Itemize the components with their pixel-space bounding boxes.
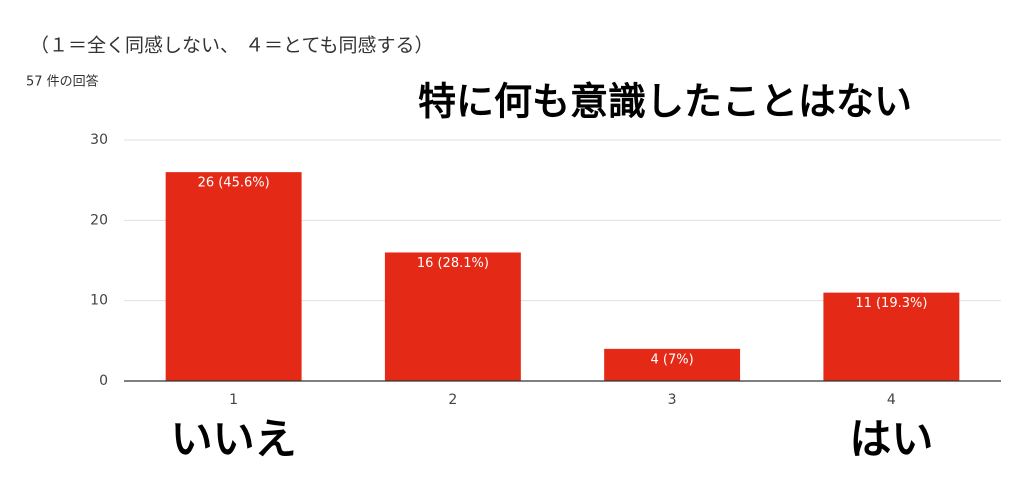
annotation: はい bbox=[849, 415, 933, 464]
value-label: 11 (19.3%) bbox=[855, 296, 927, 311]
x-tick-label: 3 bbox=[668, 392, 677, 408]
bar bbox=[823, 292, 960, 381]
value-label: 26 (45.6%) bbox=[198, 176, 270, 191]
x-tick-label: 2 bbox=[448, 392, 457, 408]
bar bbox=[384, 252, 521, 381]
chart-title: 特に何も意識したことはない bbox=[418, 80, 912, 124]
chart-subtitle: （１＝全く同感しない、 ４＝とても同感する） bbox=[30, 35, 434, 57]
response-count: 57 件の回答 bbox=[26, 74, 99, 90]
y-tick-label: 20 bbox=[90, 212, 108, 228]
value-label: 16 (28.1%) bbox=[417, 256, 489, 271]
bar bbox=[604, 348, 741, 381]
y-tick-label: 0 bbox=[99, 373, 108, 389]
x-tick-label: 1 bbox=[229, 392, 238, 408]
value-label: 4 (7%) bbox=[651, 352, 694, 367]
bar bbox=[165, 172, 302, 381]
annotation: いいえ bbox=[171, 415, 297, 464]
y-tick-label: 10 bbox=[90, 293, 108, 309]
y-tick-label: 30 bbox=[90, 132, 108, 148]
x-tick-label: 4 bbox=[887, 392, 896, 408]
